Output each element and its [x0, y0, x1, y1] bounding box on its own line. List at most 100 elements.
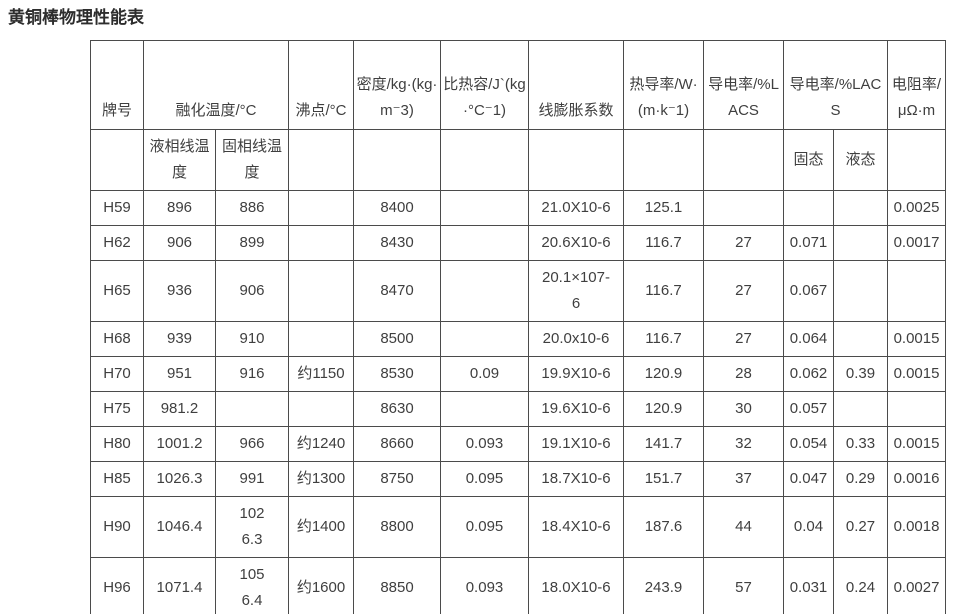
- header-row-2: 液相线温度 固相线温度 固态 液态: [90, 129, 947, 191]
- cell-density: 8630: [353, 391, 441, 428]
- brass-properties-table: 牌号 融化温度/°C 沸点/°C 密度/kg·(kg·m⁻3) 比热容/J`(k…: [90, 40, 947, 614]
- cell-conductivity-solid: [783, 189, 834, 227]
- header-melting-temperature: 融化温度/°C: [143, 40, 289, 130]
- header-empty-cell: [353, 129, 441, 191]
- cell-conductivity: 27: [703, 260, 784, 323]
- cell-grade: H59: [90, 189, 144, 227]
- page: 黄铜棒物理性能表 牌号 融化温度/°C 沸点/°C 密度/kg·(kg·m⁻3)…: [0, 6, 957, 614]
- table-row: H68 939 910 8500 20.0x10-6 116.7 27 0.06…: [90, 321, 947, 358]
- cell-grade: H70: [90, 356, 144, 393]
- cell-conductivity: 57: [703, 557, 784, 614]
- header-solid-state: 固态: [783, 129, 834, 191]
- cell-boiling: 约1400: [288, 496, 354, 559]
- cell-specific-heat: [440, 260, 529, 323]
- cell-solidus: 906: [215, 260, 289, 323]
- cell-solidus: 966: [215, 426, 289, 463]
- cell-conductivity-liquid: 0.33: [832, 426, 889, 463]
- cell-solidus-value: 1026.3: [239, 505, 265, 549]
- cell-expansion: 20.0x10-6: [528, 321, 624, 358]
- cell-specific-heat: 0.095: [440, 461, 529, 498]
- cell-conductivity-liquid: 0.24: [832, 557, 889, 614]
- cell-thermal-conductivity: 187.6: [623, 496, 704, 559]
- header-empty-cell: [528, 129, 624, 191]
- header-empty-cell: [440, 129, 529, 191]
- cell-solidus-value: 906: [239, 282, 265, 300]
- cell-conductivity-solid: 0.062: [783, 356, 834, 393]
- cell-expansion: 19.1X10-6: [528, 426, 624, 463]
- header-liquidus-temperature: 液相线温度: [143, 129, 216, 191]
- cell-liquidus: 951: [143, 356, 216, 393]
- cell-conductivity: 37: [703, 461, 784, 498]
- cell-grade: H85: [90, 461, 144, 498]
- header-thermal-conductivity: 热导率/W·(m·k⁻1): [623, 40, 704, 130]
- table-row: H90 1046.4 1026.3 约1400 8800 0.095 18.4X…: [90, 496, 947, 559]
- cell-conductivity-solid: 0.057: [783, 391, 834, 428]
- cell-grade: H90: [90, 496, 144, 559]
- header-empty-cell: [288, 129, 354, 191]
- cell-thermal-conductivity: 243.9: [623, 557, 704, 614]
- cell-grade: H80: [90, 426, 144, 463]
- cell-boiling: [288, 391, 354, 428]
- cell-resistivity: [887, 260, 947, 323]
- cell-conductivity-solid: 0.031: [783, 557, 834, 614]
- cell-grade: H62: [90, 225, 144, 262]
- cell-thermal-conductivity: 120.9: [623, 391, 704, 428]
- cell-thermal-conductivity: 141.7: [623, 426, 704, 463]
- cell-specific-heat: 0.093: [440, 426, 529, 463]
- cell-liquidus: 936: [143, 260, 216, 323]
- table-header: 牌号 融化温度/°C 沸点/°C 密度/kg·(kg·m⁻3) 比热容/J`(k…: [90, 40, 947, 191]
- cell-density: 8750: [353, 461, 441, 498]
- cell-liquidus: 896: [143, 189, 216, 227]
- cell-resistivity: 0.0027: [887, 557, 947, 614]
- cell-solidus-value: 886: [239, 199, 265, 217]
- table-row: H59 896 886 8400 21.0X10-6 125.1 0.0025: [90, 189, 947, 227]
- cell-specific-heat: [440, 225, 529, 262]
- cell-conductivity: 32: [703, 426, 784, 463]
- cell-conductivity: 27: [703, 225, 784, 262]
- header-linear-expansion: 线膨胀系数: [528, 40, 624, 130]
- cell-conductivity-solid: 0.067: [783, 260, 834, 323]
- header-empty-cell: [703, 129, 784, 191]
- cell-conductivity: 44: [703, 496, 784, 559]
- table-row: H65 936 906 8470 20.1×107-6 116.7 27 0.0…: [90, 260, 947, 323]
- cell-solidus: 916: [215, 356, 289, 393]
- cell-boiling: 约1240: [288, 426, 354, 463]
- cell-grade: H75: [90, 391, 144, 428]
- cell-conductivity-liquid: [832, 225, 889, 262]
- cell-conductivity-liquid: [832, 321, 889, 358]
- cell-resistivity: [887, 391, 947, 428]
- cell-density: 8800: [353, 496, 441, 559]
- header-conductivity-2: 导电率/%LACS: [782, 40, 889, 130]
- cell-specific-heat: 0.09: [440, 356, 529, 393]
- cell-expansion: 18.0X10-6: [528, 557, 624, 614]
- cell-liquidus: 1001.2: [143, 426, 216, 463]
- cell-conductivity: 30: [703, 391, 784, 428]
- cell-liquidus: 981.2: [143, 391, 216, 428]
- cell-boiling: 约1150: [288, 356, 354, 393]
- cell-conductivity-liquid: [832, 189, 889, 227]
- header-empty-cell: [623, 129, 704, 191]
- cell-expansion: 18.7X10-6: [528, 461, 624, 498]
- table-row: H75 981.2 8630 19.6X10-6 120.9 30 0.057: [90, 391, 947, 428]
- header-boiling-point: 沸点/°C: [288, 40, 354, 130]
- cell-thermal-conductivity: 151.7: [623, 461, 704, 498]
- cell-resistivity: 0.0017: [887, 225, 947, 262]
- cell-boiling: 约1600: [288, 557, 354, 614]
- cell-solidus: 899: [215, 225, 289, 262]
- cell-resistivity: 0.0015: [887, 426, 947, 463]
- cell-solidus: 991: [215, 461, 289, 498]
- cell-conductivity-liquid: 0.27: [832, 496, 889, 559]
- table-row: H62 906 899 8430 20.6X10-6 116.7 27 0.07…: [90, 225, 947, 262]
- cell-resistivity: 0.0016: [887, 461, 947, 498]
- cell-solidus-value: 1056.4: [239, 566, 265, 610]
- cell-solidus-value: 991: [239, 470, 265, 488]
- table-row: H70 951 916 约1150 8530 0.09 19.9X10-6 12…: [90, 356, 947, 393]
- header-row-1: 牌号 融化温度/°C 沸点/°C 密度/kg·(kg·m⁻3) 比热容/J`(k…: [90, 40, 947, 130]
- cell-expansion: 18.4X10-6: [528, 496, 624, 559]
- cell-liquidus: 939: [143, 321, 216, 358]
- cell-conductivity: [703, 189, 784, 227]
- cell-expansion: 20.1×107-6: [528, 260, 624, 323]
- header-grade: 牌号: [90, 40, 144, 130]
- cell-liquidus: 1046.4: [143, 496, 216, 559]
- cell-boiling: [288, 321, 354, 358]
